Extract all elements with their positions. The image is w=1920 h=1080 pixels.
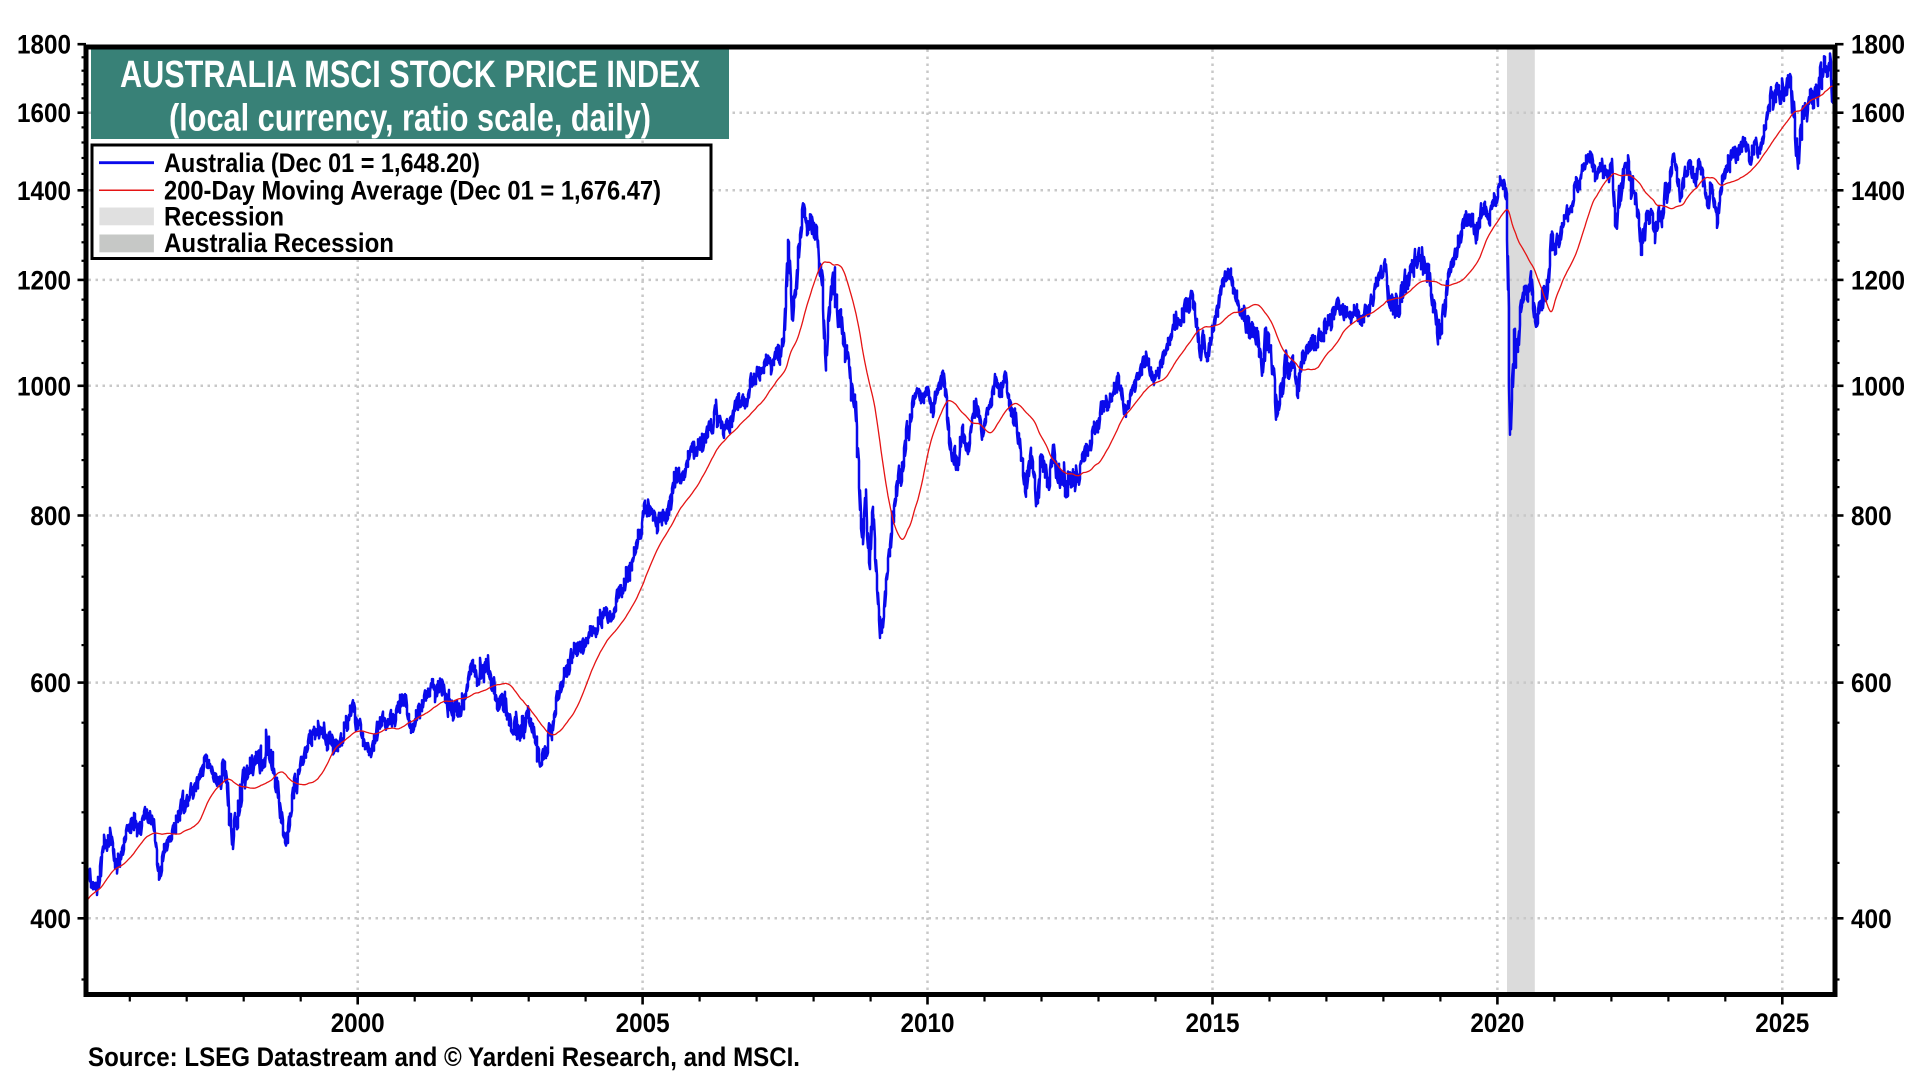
svg-text:2015: 2015	[1186, 1008, 1240, 1038]
svg-text:1600: 1600	[1851, 98, 1905, 128]
svg-text:2010: 2010	[901, 1008, 955, 1038]
svg-text:1200: 1200	[17, 265, 71, 295]
svg-text:800: 800	[1851, 501, 1892, 531]
svg-text:1800: 1800	[1851, 30, 1905, 60]
svg-text:AUSTRALIA MSCI STOCK PRICE IND: AUSTRALIA MSCI STOCK PRICE INDEX	[120, 54, 701, 96]
svg-text:800: 800	[30, 501, 71, 531]
svg-text:600: 600	[30, 668, 71, 698]
svg-text:2020: 2020	[1470, 1008, 1524, 1038]
svg-text:Australia Recession: Australia Recession	[164, 228, 394, 258]
svg-text:400: 400	[30, 904, 71, 934]
svg-text:2025: 2025	[1755, 1008, 1809, 1038]
svg-text:Recession: Recession	[164, 202, 284, 232]
svg-text:1800: 1800	[17, 30, 71, 60]
svg-text:1400: 1400	[1851, 176, 1905, 206]
svg-text:2000: 2000	[331, 1008, 385, 1038]
svg-text:1200: 1200	[1851, 265, 1905, 295]
svg-text:1600: 1600	[17, 98, 71, 128]
svg-text:200-Day Moving Average (Dec 01: 200-Day Moving Average (Dec 01 = 1,676.4…	[164, 175, 661, 205]
svg-text:Australia (Dec 01 = 1,648.20): Australia (Dec 01 = 1,648.20)	[164, 148, 480, 178]
svg-text:600: 600	[1851, 668, 1892, 698]
svg-text:1000: 1000	[17, 371, 71, 401]
svg-text:Source: LSEG Datastream and ©: Source: LSEG Datastream and © Yardeni Re…	[88, 1042, 800, 1072]
svg-text:400: 400	[1851, 904, 1892, 934]
svg-text:1400: 1400	[17, 176, 71, 206]
svg-text:2005: 2005	[616, 1008, 670, 1038]
svg-text:1000: 1000	[1851, 371, 1905, 401]
svg-text:(local currency, ratio scale,: (local currency, ratio scale, daily)	[169, 98, 651, 140]
